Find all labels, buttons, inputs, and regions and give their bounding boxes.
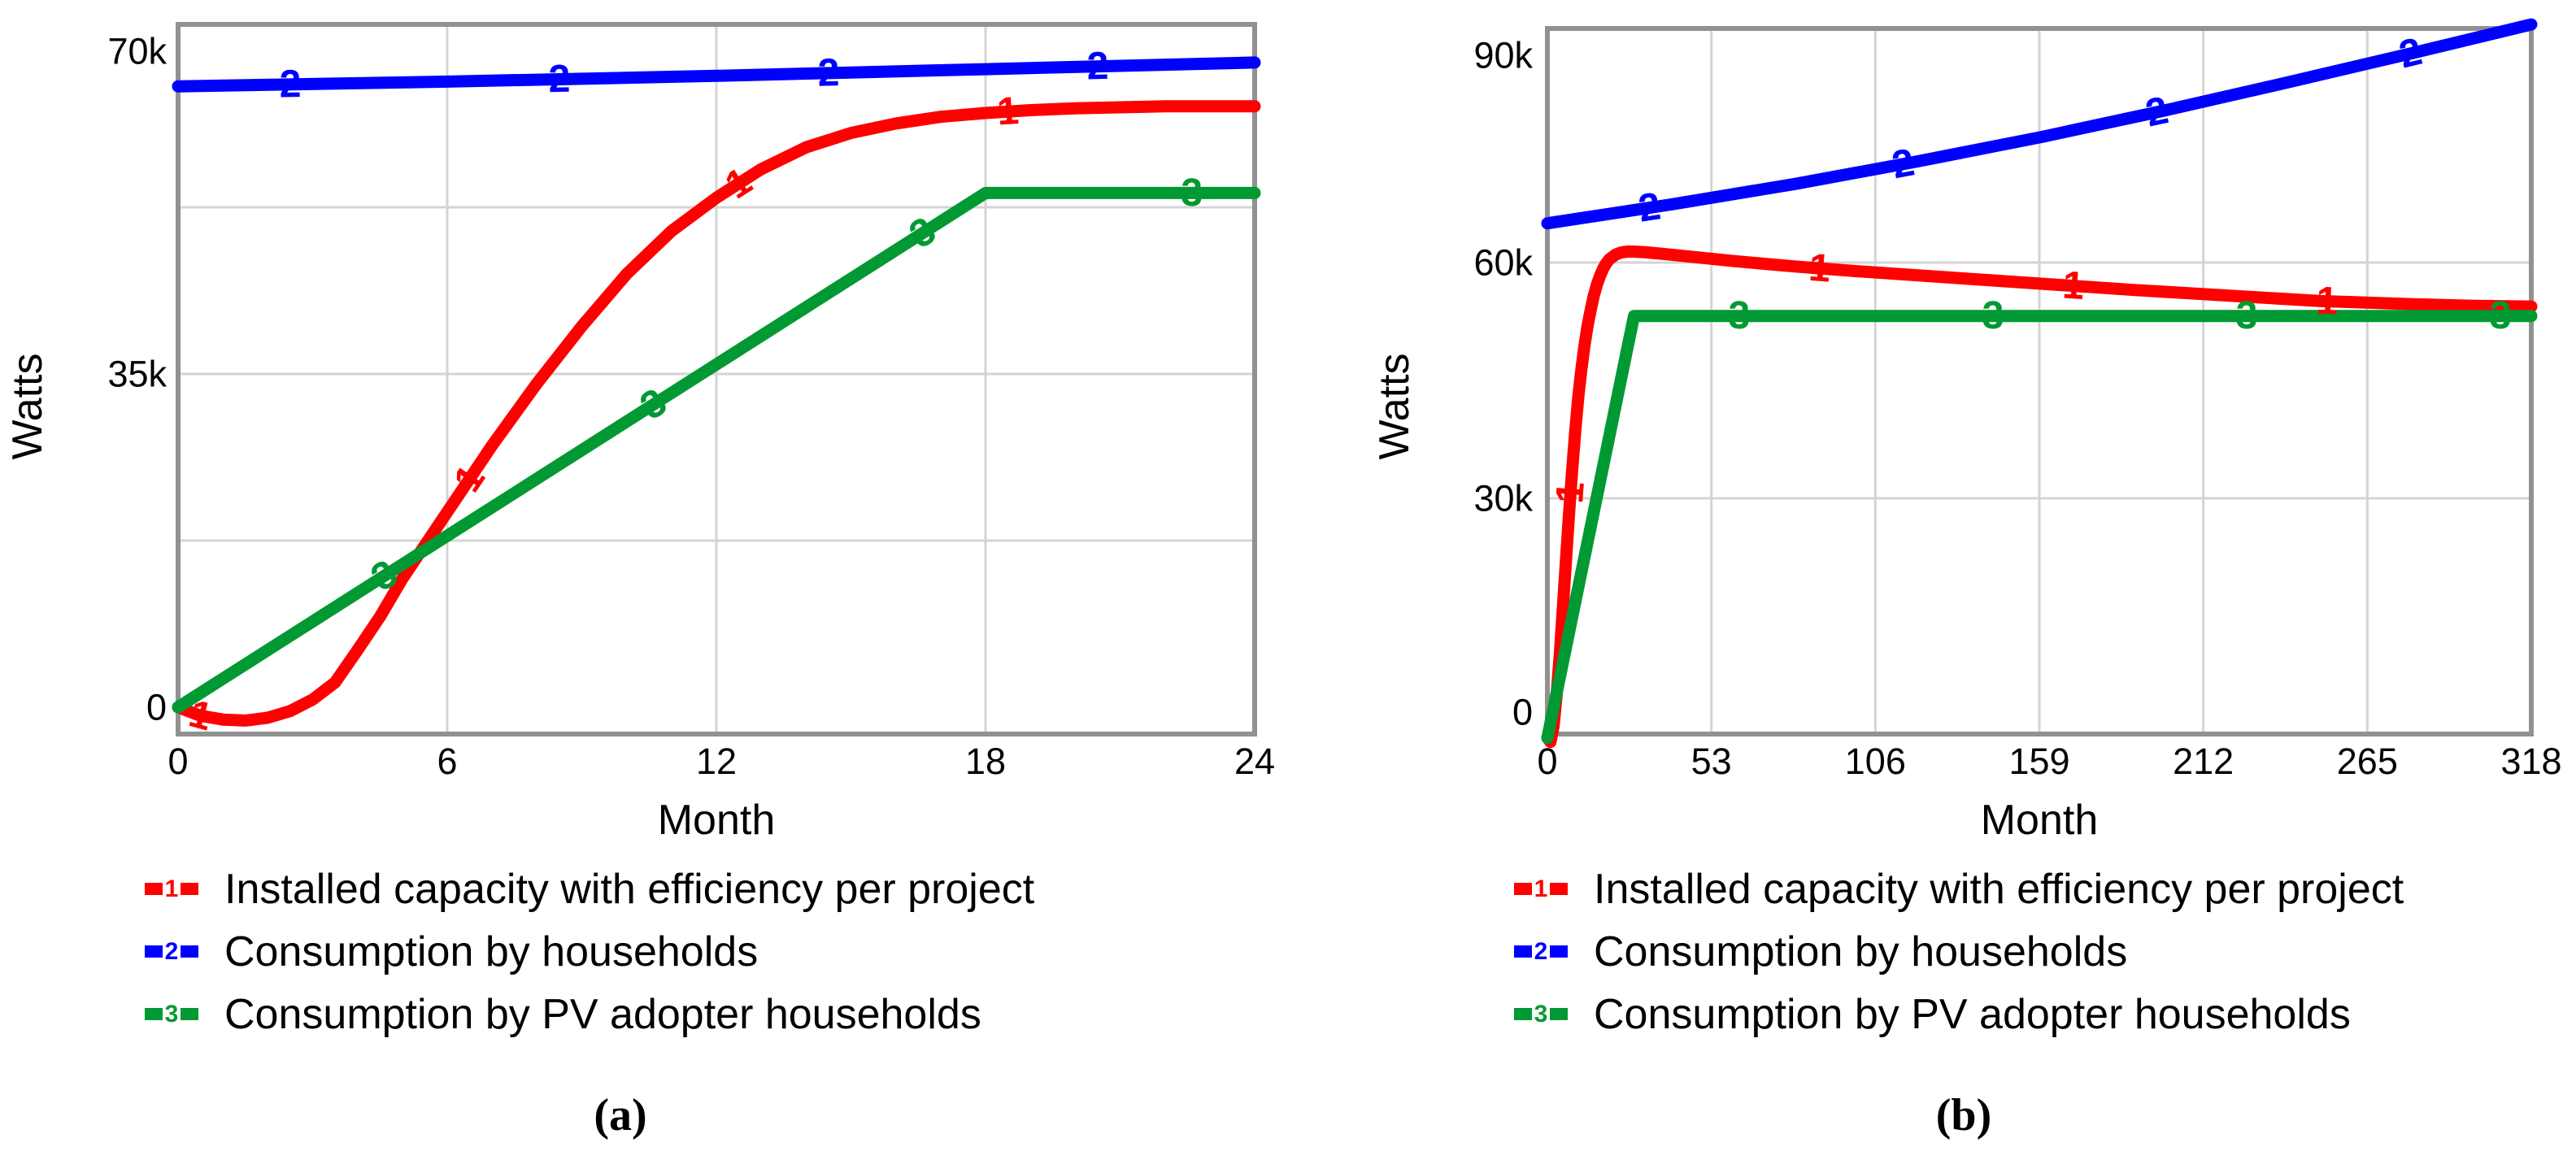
legend-digit-2: 2	[1534, 937, 1548, 965]
chart-b-line-marker-1: 1	[1808, 246, 1833, 291]
chart-a-line-marker-2: 2	[817, 51, 840, 95]
chart-a-line-marker-2: 2	[548, 58, 571, 102]
chart-b-line-marker-2: 2	[1889, 141, 1918, 187]
legend-item-consumption-households: 2 Consumption by households	[145, 920, 1034, 983]
chart-a-line-marker-3: 3	[902, 209, 943, 257]
red-dash-icon	[145, 883, 163, 895]
legend-label: Consumption by households	[224, 928, 759, 975]
chart-b-line-marker-3: 3	[2490, 294, 2512, 337]
chart-b-y-tick-label: 90k	[1473, 35, 1533, 76]
legend-marker-2: 2	[145, 937, 198, 965]
chart-a-line-marker-1: 1	[718, 159, 759, 207]
legend-digit-1: 1	[164, 875, 179, 902]
legend-item-installed-capacity: 1 Installed capacity with efficiency per…	[1514, 858, 2404, 920]
chart-a-x-tick-label: 6	[437, 741, 457, 782]
chart-b-series-line-3	[1541, 310, 2538, 745]
chart-a-line-marker-3: 3	[633, 380, 674, 428]
red-dash-icon	[181, 883, 198, 895]
chart-a-x-tick-label: 18	[965, 741, 1006, 782]
chart-a-series-line-1	[172, 100, 1261, 727]
chart-a-y-axis-title: Watts	[4, 354, 51, 460]
legend-marker-3: 3	[1514, 1000, 1568, 1027]
chart-b-line-marker-3: 3	[2236, 294, 2258, 337]
legend-digit-3: 3	[1534, 1000, 1548, 1027]
green-dash-icon	[145, 1008, 163, 1020]
caption-panel-a: (a)	[594, 1090, 647, 1140]
chart-a-x-tick-label: 12	[696, 741, 737, 782]
legend-item-installed-capacity: 1 Installed capacity with efficiency per…	[145, 858, 1034, 920]
legend-label: Installed capacity with efficiency per p…	[224, 865, 1035, 913]
legend-label: Installed capacity with efficiency per p…	[1594, 865, 2404, 913]
chart-b-y-axis-title: Watts	[1371, 354, 1418, 460]
green-dash-icon	[181, 1008, 198, 1020]
blue-dash-icon	[145, 945, 163, 958]
chart-b-x-tick-label: 265	[2337, 741, 2398, 782]
legend-label: Consumption by households	[1594, 928, 2128, 975]
chart-b-line-marker-1: 1	[2061, 263, 2086, 308]
chart-b-line-marker-2: 2	[2142, 89, 2172, 135]
legend-digit-1: 1	[1534, 875, 1548, 902]
chart-b-x-tick-label: 0	[1537, 741, 1557, 782]
chart-a-line-marker-2: 2	[1086, 45, 1109, 89]
chart-b-line-marker-2: 2	[1635, 185, 1663, 230]
green-dash-icon	[1514, 1008, 1532, 1020]
chart-b-x-tick-label: 318	[2500, 741, 2561, 782]
chart-a-x-axis-title: Month	[658, 797, 776, 844]
chart-b-line-marker-2: 2	[2395, 30, 2426, 77]
chart-b-line-marker-3: 3	[1729, 294, 1751, 337]
chart-b-plot-frame	[1545, 26, 2534, 736]
chart-a-line-marker-2: 2	[279, 63, 302, 106]
blue-dash-icon	[1514, 945, 1532, 958]
legend-digit-2: 2	[164, 937, 179, 965]
legend-label: Consumption by PV adopter households	[1594, 990, 2351, 1038]
legend-digit-3: 3	[164, 1000, 179, 1027]
legend-marker-1: 1	[145, 875, 198, 902]
chart-b-y-tick-label: 0	[1512, 692, 1533, 733]
chart-b-x-tick-label: 212	[2173, 741, 2234, 782]
chart-a-y-tick-label: 0	[146, 687, 167, 728]
red-dash-icon	[1550, 883, 1568, 895]
chart-b-x-tick-label: 159	[2008, 741, 2069, 782]
chart-b-series-line-1	[1541, 245, 2538, 749]
chart-a-series-line-3	[172, 186, 1261, 714]
chart-a-line-marker-3: 3	[1181, 172, 1203, 215]
legend-marker-1: 1	[1514, 875, 1568, 902]
chart-b-x-tick-label: 106	[1845, 741, 1906, 782]
chart-b-y-tick-label: 60k	[1473, 242, 1533, 284]
legend-marker-2: 2	[1514, 937, 1568, 965]
chart-a-series-line-2	[172, 56, 1261, 93]
chart-b-x-axis-title: Month	[1981, 797, 2099, 844]
legend-marker-3: 3	[145, 1000, 198, 1027]
legend-label: Consumption by PV adopter households	[224, 990, 981, 1038]
legend-item-consumption-households: 2 Consumption by households	[1514, 920, 2404, 983]
legend-item-consumption-pv-adopters: 3 Consumption by PV adopter households	[145, 983, 1034, 1045]
caption-panel-b: (b)	[1935, 1090, 1992, 1140]
green-dash-icon	[1550, 1008, 1568, 1020]
chart-b-line-marker-3: 3	[1982, 294, 2004, 337]
chart-a-plot-frame	[176, 22, 1257, 736]
chart-b-x-tick-label: 53	[1691, 741, 1732, 782]
chart-a-x-tick-label: 24	[1234, 741, 1275, 782]
red-dash-icon	[1514, 883, 1532, 895]
blue-dash-icon	[181, 945, 198, 958]
chart-a-x-tick-label: 0	[168, 741, 188, 782]
chart-b-line-marker-1: 1	[2316, 280, 2339, 324]
legend-panel-b: 1 Installed capacity with efficiency per…	[1514, 858, 2404, 1045]
chart-b-series-line-2	[1541, 18, 2538, 230]
legend-panel-a: 1 Installed capacity with efficiency per…	[145, 858, 1034, 1045]
chart-a-y-tick-label: 70k	[107, 31, 167, 72]
chart-a-line-marker-1: 1	[996, 89, 1020, 134]
chart-a-y-tick-label: 35k	[107, 354, 167, 395]
chart-b-line-marker-1: 1	[1548, 480, 1593, 505]
chart-b-y-tick-label: 30k	[1473, 478, 1533, 519]
legend-item-consumption-pv-adopters: 3 Consumption by PV adopter households	[1514, 983, 2404, 1045]
blue-dash-icon	[1550, 945, 1568, 958]
